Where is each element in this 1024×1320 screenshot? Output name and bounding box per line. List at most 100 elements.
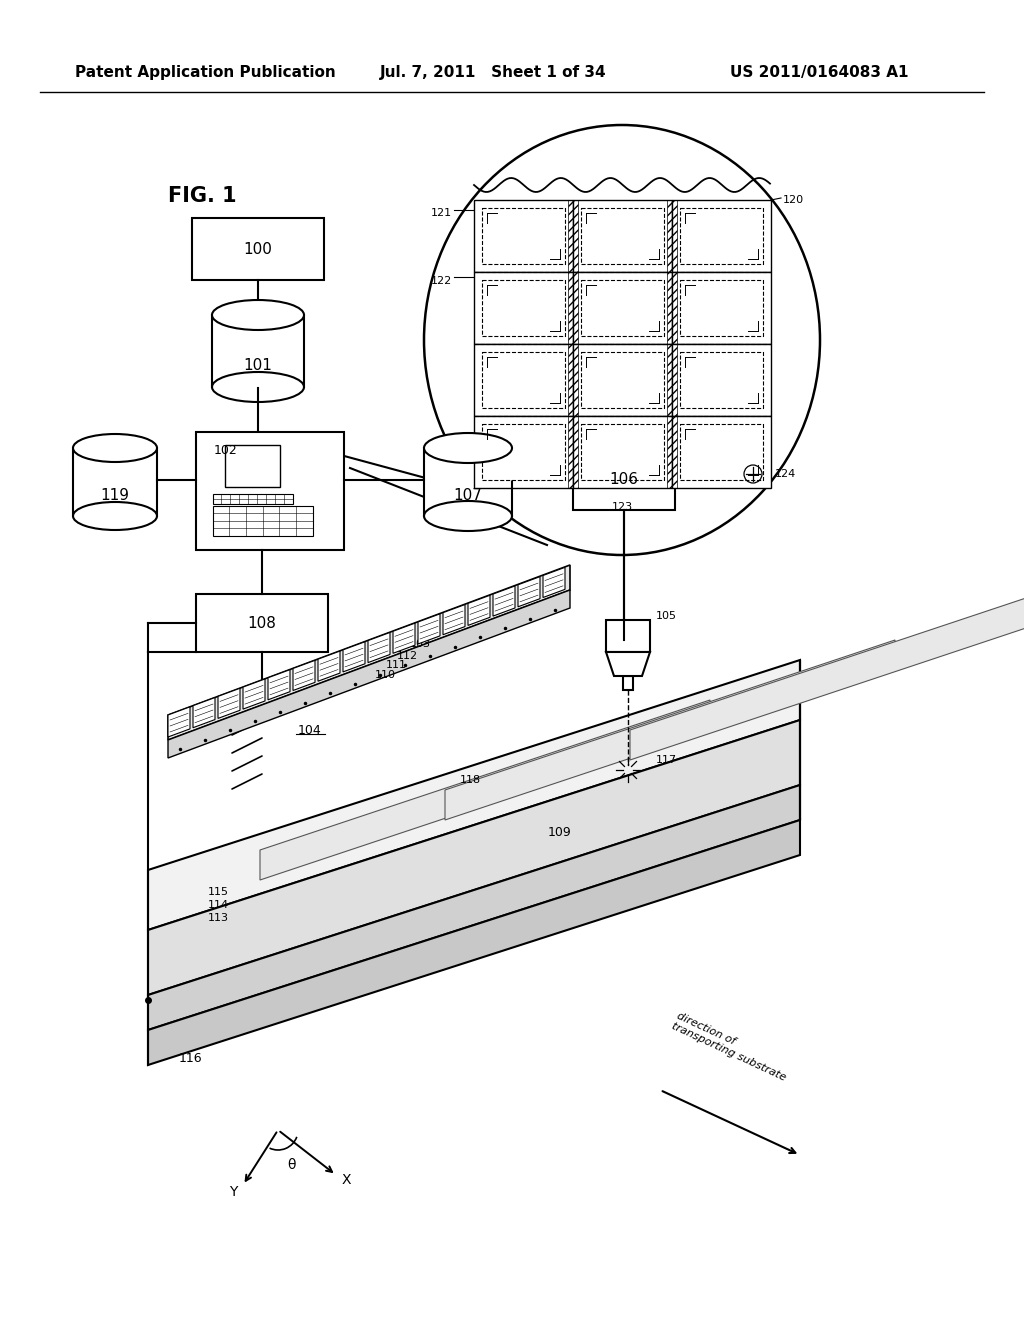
Bar [680, 280, 763, 337]
Text: 120: 120 [783, 195, 804, 205]
Bar [581, 352, 664, 408]
Bar [225, 445, 280, 487]
Text: 103: 103 [410, 639, 431, 649]
Ellipse shape [212, 372, 304, 403]
Bar [482, 424, 565, 480]
Bar [196, 432, 344, 550]
Bar [573, 416, 672, 488]
Ellipse shape [212, 300, 304, 330]
Polygon shape [243, 678, 265, 709]
Bar [573, 450, 675, 510]
Polygon shape [518, 577, 540, 607]
Text: 117: 117 [656, 755, 677, 766]
Polygon shape [443, 605, 465, 635]
Text: 119: 119 [100, 488, 129, 503]
Polygon shape [343, 642, 365, 672]
Polygon shape [493, 586, 515, 616]
Text: 116: 116 [178, 1052, 202, 1064]
Bar [680, 352, 763, 408]
Text: 111: 111 [386, 660, 407, 671]
Bar [474, 345, 573, 416]
Bar [212, 315, 304, 387]
Bar [573, 201, 672, 272]
Text: 115: 115 [208, 887, 229, 898]
Text: Patent Application Publication: Patent Application Publication [75, 65, 336, 79]
Text: direction of
transporting substrate: direction of transporting substrate [670, 1011, 793, 1082]
Text: 112: 112 [397, 651, 418, 661]
Text: 114: 114 [208, 900, 229, 909]
Text: 123: 123 [612, 502, 633, 512]
Polygon shape [318, 651, 340, 681]
Polygon shape [418, 614, 440, 644]
Polygon shape [168, 590, 570, 758]
Bar [193, 218, 324, 280]
Text: 121: 121 [431, 209, 452, 218]
Text: 101: 101 [244, 359, 272, 374]
Polygon shape [468, 595, 490, 626]
Polygon shape [260, 700, 710, 880]
Text: 104: 104 [298, 723, 322, 737]
Bar [573, 345, 672, 416]
Bar [680, 424, 763, 480]
Bar [213, 506, 313, 536]
Polygon shape [293, 660, 315, 690]
Text: 109: 109 [548, 825, 571, 838]
Ellipse shape [73, 434, 157, 462]
Bar [623, 676, 633, 690]
Polygon shape [445, 640, 895, 820]
Polygon shape [168, 565, 570, 741]
Bar [672, 201, 771, 272]
Polygon shape [543, 568, 565, 598]
Text: 106: 106 [609, 473, 639, 487]
Polygon shape [268, 669, 290, 700]
Bar [482, 209, 565, 264]
Text: 102: 102 [214, 444, 238, 457]
Text: 118: 118 [460, 775, 481, 785]
Bar [482, 352, 565, 408]
Text: Jul. 7, 2011   Sheet 1 of 34: Jul. 7, 2011 Sheet 1 of 34 [380, 65, 606, 79]
Bar [680, 209, 763, 264]
Bar [73, 447, 157, 516]
Polygon shape [148, 785, 800, 1030]
Polygon shape [193, 697, 215, 727]
Polygon shape [148, 719, 800, 995]
Ellipse shape [424, 502, 512, 531]
Bar [213, 494, 293, 504]
Bar [606, 620, 650, 652]
Text: 110: 110 [375, 671, 396, 680]
Polygon shape [168, 708, 190, 737]
Text: 122: 122 [431, 276, 452, 286]
Bar [581, 424, 664, 480]
Text: FIG. 1: FIG. 1 [168, 186, 237, 206]
Text: 105: 105 [656, 611, 677, 620]
Polygon shape [148, 820, 800, 1065]
Text: 108: 108 [248, 615, 276, 631]
Bar [424, 447, 512, 516]
Bar [672, 416, 771, 488]
Ellipse shape [424, 433, 512, 463]
Text: θ: θ [288, 1158, 296, 1172]
Polygon shape [393, 623, 415, 653]
Text: 113: 113 [208, 913, 229, 923]
Bar [474, 416, 573, 488]
Polygon shape [368, 632, 390, 663]
Bar [474, 272, 573, 345]
Bar [196, 594, 328, 652]
Text: US 2011/0164083 A1: US 2011/0164083 A1 [730, 65, 908, 79]
Polygon shape [218, 688, 240, 718]
Bar [581, 209, 664, 264]
Text: X: X [341, 1173, 351, 1187]
Text: 124: 124 [775, 469, 797, 479]
Text: Y: Y [228, 1185, 238, 1199]
Bar [672, 345, 771, 416]
Polygon shape [606, 652, 650, 676]
Ellipse shape [424, 125, 820, 554]
Polygon shape [630, 579, 1024, 760]
Bar [474, 201, 573, 272]
Text: 107: 107 [454, 488, 482, 503]
Ellipse shape [73, 502, 157, 531]
Polygon shape [148, 660, 800, 931]
Bar [672, 272, 771, 345]
Bar [581, 280, 664, 337]
Bar [573, 272, 672, 345]
